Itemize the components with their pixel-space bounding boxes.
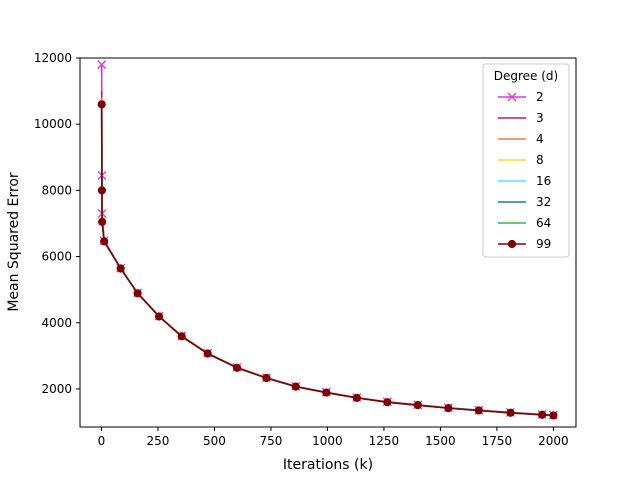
- x-tick-label: 750: [259, 434, 282, 448]
- data-point: [291, 382, 300, 391]
- data-point: [177, 332, 186, 341]
- legend-items: 2 3 4 8 16 32 64 99: [498, 90, 551, 251]
- legend-item-2: 2: [498, 90, 544, 104]
- y-tick-label: 12000: [34, 51, 72, 65]
- legend-label: 4: [536, 132, 544, 146]
- data-point: [413, 401, 422, 410]
- data-point: [506, 408, 515, 417]
- data-point: [98, 217, 107, 226]
- data-point: [97, 186, 107, 195]
- legend-marker: [507, 92, 517, 102]
- legend-item-8: 8: [498, 153, 544, 167]
- x-tick-label: 1500: [425, 434, 456, 448]
- x-tick-label: 0: [98, 434, 106, 448]
- y-tick-label: 4000: [41, 316, 72, 330]
- x-tick-label: 2000: [538, 434, 569, 448]
- legend-item-99: 99: [498, 237, 551, 251]
- data-point: [116, 264, 125, 273]
- data-point: [444, 404, 453, 413]
- legend-item-3: 3: [498, 111, 544, 125]
- axes-frame: [79, 57, 577, 428]
- legend-marker: [507, 239, 517, 249]
- legend-item-32: 32: [498, 195, 551, 209]
- legend-title: Degree (d): [494, 69, 558, 83]
- data-point: [549, 411, 558, 420]
- data-point: [474, 406, 483, 415]
- x-tick-label: 250: [147, 434, 170, 448]
- legend-label: 2: [536, 90, 544, 104]
- legend-label: 32: [536, 195, 551, 209]
- data-point: [383, 398, 392, 407]
- plot-area: [97, 60, 558, 420]
- x-tick-label: 1250: [369, 434, 400, 448]
- data-point: [538, 410, 547, 419]
- data-point: [322, 388, 331, 397]
- data-point: [97, 100, 106, 109]
- y-tick-label: 8000: [41, 183, 72, 197]
- y-axis-label: Mean Squared Error: [6, 172, 22, 312]
- series-99: [97, 100, 558, 420]
- data-point: [203, 349, 212, 358]
- x-axis: 0 250 500 750 1000 1250 1500 1750 2000: [98, 427, 569, 448]
- y-tick-label: 6000: [41, 250, 72, 264]
- data-point: [97, 60, 107, 70]
- legend-item-16: 16: [498, 174, 551, 188]
- legend-label: 16: [536, 174, 551, 188]
- y-tick-label: 10000: [34, 117, 72, 131]
- x-axis-label: Iterations (k): [283, 457, 373, 473]
- data-point: [232, 363, 242, 372]
- legend-label: 3: [536, 111, 544, 125]
- legend-label: 8: [536, 153, 544, 167]
- legend: Degree (d) 2 3 4 8 16 32 64 99: [482, 63, 570, 258]
- data-point: [154, 312, 164, 321]
- data-point: [262, 373, 271, 383]
- legend-item-64: 64: [498, 216, 551, 230]
- x-tick-label: 1000: [312, 434, 343, 448]
- data-point: [133, 289, 142, 298]
- legend-label: 64: [536, 216, 551, 230]
- data-point: [352, 393, 361, 402]
- x-tick-label: 500: [203, 434, 226, 448]
- data-point: [100, 237, 109, 246]
- y-tick-label: 2000: [41, 382, 72, 396]
- y-axis: 2000 4000 6000 8000 10000 12000: [34, 51, 80, 396]
- legend-label: 99: [536, 237, 551, 251]
- legend-item-4: 4: [498, 132, 544, 146]
- x-tick-label: 1750: [482, 434, 513, 448]
